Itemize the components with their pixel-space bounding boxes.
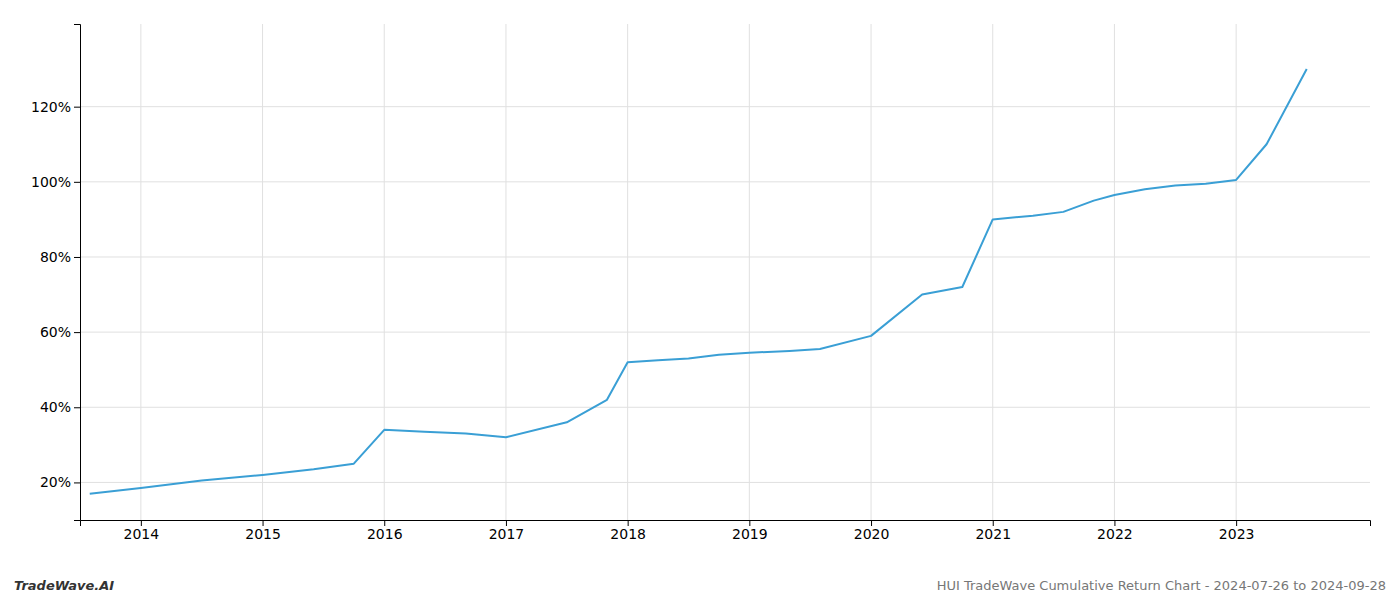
y-tick-label: 20%: [40, 474, 71, 490]
grid: [80, 24, 1370, 520]
y-tick: 40%: [40, 399, 80, 415]
x-tick-label: 2018: [610, 526, 646, 542]
grid-line-x: [871, 24, 872, 520]
x-tick: 2017: [489, 520, 525, 542]
x-tick: 2016: [367, 520, 403, 542]
x-tick-label: 2023: [1219, 526, 1255, 542]
footer-right: HUI TradeWave Cumulative Return Chart - …: [937, 578, 1386, 593]
grid-line-x: [627, 24, 628, 520]
y-tick-mark: [74, 332, 80, 333]
y-tick-label: 60%: [40, 324, 71, 340]
grid-line-x: [1236, 24, 1237, 520]
footer: TradeWave.AI HUI TradeWave Cumulative Ret…: [14, 578, 1386, 593]
grid-line-x: [1114, 24, 1115, 520]
x-tick: 2020: [854, 520, 890, 542]
grid-line-x: [992, 24, 993, 520]
grid-line-x: [505, 24, 506, 520]
data-line: [90, 69, 1307, 494]
y-axis-line: [74, 25, 81, 521]
x-tick-label: 2017: [489, 526, 525, 542]
x-tick: 2022: [1097, 520, 1133, 542]
grid-line-y: [80, 482, 1370, 483]
chart-container: 2014 2015 2016 2017 2018 2019 2020 2021 2022 2023…: [0, 0, 1400, 600]
x-tick-label: 2021: [975, 526, 1011, 542]
y-tick-label: 100%: [31, 174, 71, 190]
y-tick: 120%: [31, 99, 80, 115]
y-tick-mark: [74, 257, 80, 258]
x-tick-label: 2022: [1097, 526, 1133, 542]
x-tick-label: 2020: [854, 526, 890, 542]
grid-line-x: [140, 24, 141, 520]
grid-line-y: [80, 181, 1370, 182]
x-tick: 2019: [732, 520, 768, 542]
y-tick: 80%: [40, 249, 80, 265]
y-tick-label: 80%: [40, 249, 71, 265]
grid-line-x: [262, 24, 263, 520]
x-axis: 2014 2015 2016 2017 2018 2019 2020 2021 2022 2023: [81, 520, 1371, 542]
x-tick: 2021: [975, 520, 1011, 542]
chart-svg: 2014 2015 2016 2017 2018 2019 2020 2021 2022 2023…: [0, 0, 1400, 600]
footer-left: TradeWave.AI: [14, 578, 114, 593]
x-tick-label: 2015: [245, 526, 281, 542]
y-tick-mark: [74, 482, 80, 483]
x-tick: 2014: [124, 520, 160, 542]
grid-line-y: [80, 332, 1370, 333]
y-axis: 20% 40% 60% 80% 100% 120%: [31, 25, 81, 521]
x-tick: 2015: [245, 520, 281, 542]
y-tick: 60%: [40, 324, 80, 340]
y-tick-mark: [74, 407, 80, 408]
x-tick: 2018: [610, 520, 646, 542]
x-tick-label: 2014: [124, 526, 160, 542]
grid-line-y: [80, 407, 1370, 408]
x-tick: 2023: [1219, 520, 1255, 542]
x-tick-label: 2019: [732, 526, 768, 542]
y-tick-label: 120%: [31, 99, 71, 115]
grid-line-x: [749, 24, 750, 520]
y-tick-mark: [74, 107, 80, 108]
grid-line-y: [80, 106, 1370, 107]
grid-line-x: [384, 24, 385, 520]
grid-line-y: [80, 256, 1370, 257]
y-tick: 20%: [40, 474, 80, 490]
y-tick-label: 40%: [40, 399, 71, 415]
plot-area: [90, 69, 1307, 494]
x-tick-label: 2016: [367, 526, 403, 542]
y-tick-mark: [74, 182, 80, 183]
y-tick: 100%: [31, 174, 80, 190]
